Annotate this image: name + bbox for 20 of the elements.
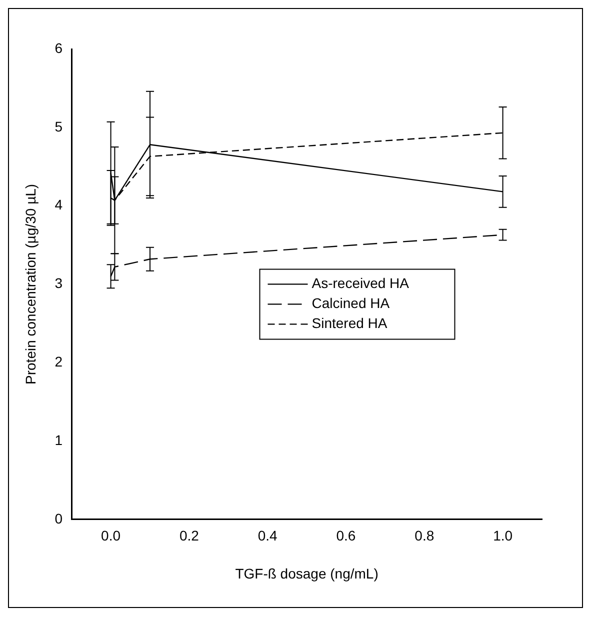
x-tick-label: 0.2: [179, 528, 200, 544]
x-tick-label: 1.0: [493, 528, 513, 544]
legend-label: Sintered HA: [312, 315, 388, 332]
y-tick-label: 0: [54, 510, 63, 526]
x-tick-label: 0.8: [414, 528, 434, 544]
y-tick-label: 6: [54, 40, 63, 56]
x-tick-label: 0.0: [101, 528, 121, 544]
y-tick-label: 2: [54, 353, 63, 370]
x-tick-label: 0.4: [258, 528, 278, 544]
y-tick-label: 4: [54, 196, 63, 213]
y-tick-label: 3: [54, 275, 63, 292]
y-tick-label: 5: [54, 118, 63, 134]
legend-label: Calcined HA: [312, 295, 390, 312]
y-tick-label: 1: [54, 432, 63, 448]
legend-label: As-received HA: [312, 275, 410, 292]
y-axis-title: Protein concentration (µg/30 µL): [22, 184, 38, 384]
page-frame: TGF-ß dosage (ng/mL) Protein concentration (µg/30 µL) 0.0 0.2 0.4 0.6 0.8 1.0 0 1 2 3 4 5 6 As-received HA Calcined HA Sintered HA: [8, 8, 583, 608]
x-tick-label: 0.6: [336, 528, 356, 544]
line-series: [110, 132, 504, 201]
x-axis-title: TGF-ß dosage (ng/mL): [235, 565, 378, 582]
